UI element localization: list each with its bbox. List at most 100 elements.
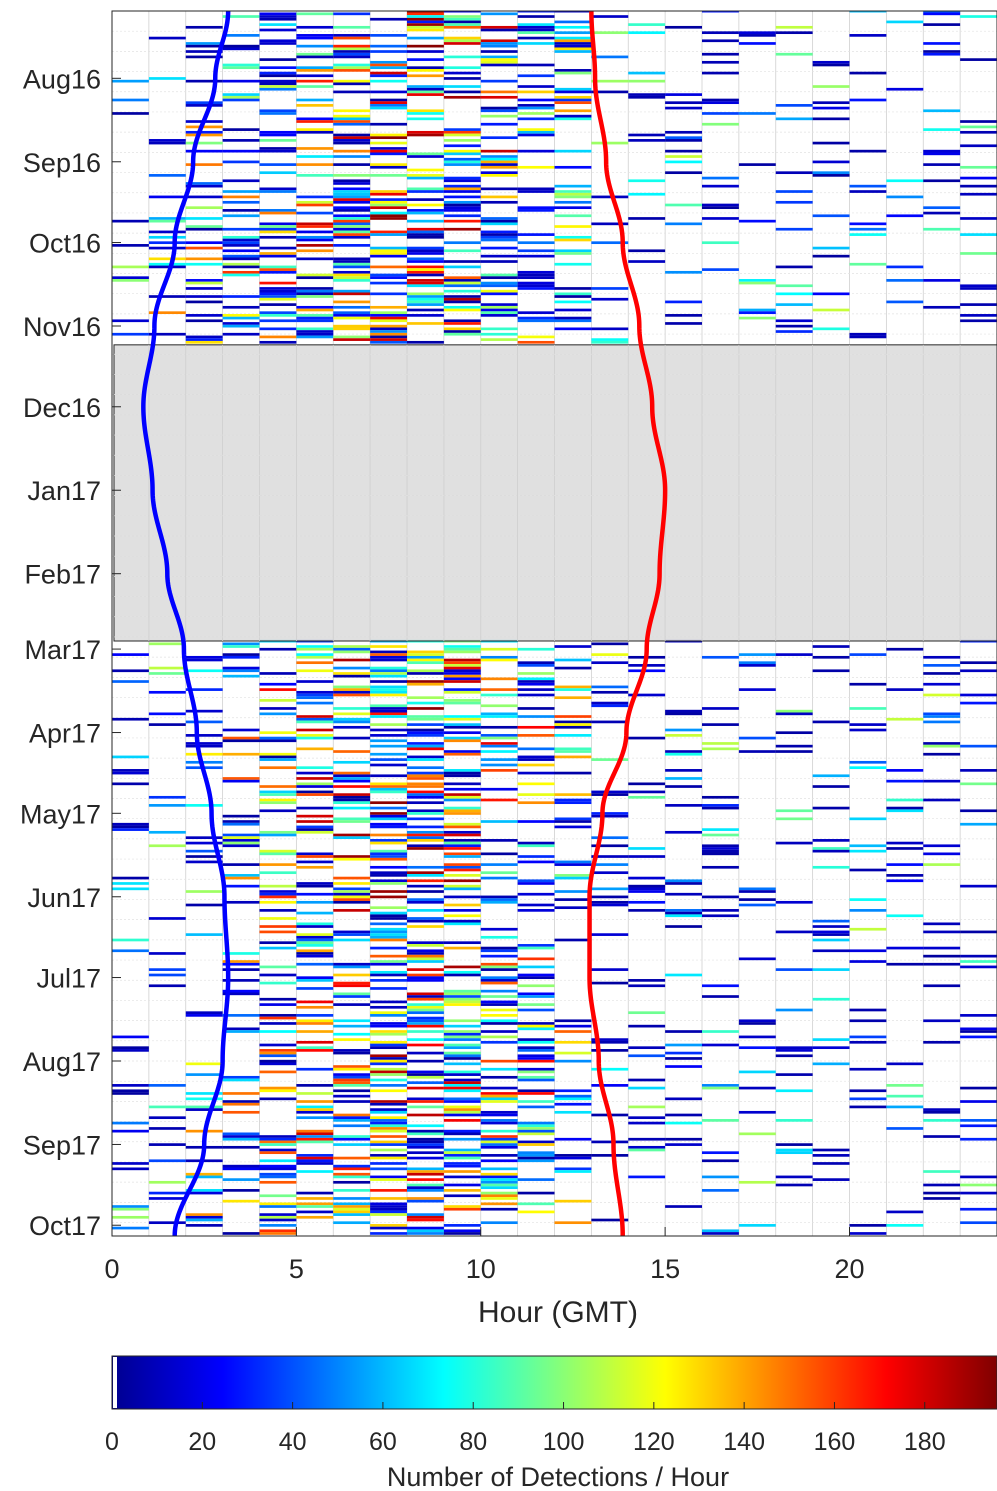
detection-cell bbox=[628, 1116, 666, 1120]
detection-cell bbox=[333, 973, 371, 977]
detection-cell bbox=[738, 957, 776, 961]
detection-cell bbox=[480, 28, 518, 32]
detection-cell bbox=[370, 79, 408, 83]
detection-cell bbox=[370, 734, 408, 737]
detection-cell bbox=[112, 1121, 149, 1125]
detection-cell bbox=[259, 965, 297, 969]
detection-cell bbox=[407, 25, 444, 29]
detection-cell bbox=[517, 1049, 555, 1052]
detection-cell bbox=[517, 715, 555, 718]
detection-cell bbox=[222, 98, 260, 102]
detection-cell bbox=[222, 1110, 260, 1114]
detection-cell bbox=[296, 314, 334, 317]
detection-cell bbox=[222, 1164, 260, 1168]
detection-cell bbox=[702, 852, 739, 856]
detection-cell bbox=[333, 1210, 371, 1214]
detection-cell bbox=[222, 79, 260, 83]
detection-cell bbox=[517, 957, 555, 961]
detection-cell bbox=[923, 752, 961, 756]
detection-cell bbox=[296, 884, 334, 888]
detection-cell bbox=[702, 1084, 739, 1087]
detection-cell bbox=[407, 1183, 444, 1187]
detection-cell bbox=[407, 1105, 444, 1109]
detection-cell bbox=[517, 965, 555, 969]
detection-cell bbox=[923, 744, 961, 748]
detection-cell bbox=[517, 23, 555, 26]
detection-cell bbox=[222, 1078, 260, 1082]
detection-cell bbox=[480, 327, 518, 331]
detection-cell bbox=[443, 669, 481, 673]
detection-cell bbox=[259, 74, 297, 78]
detection-cell bbox=[443, 658, 481, 662]
detection-cell bbox=[222, 295, 260, 298]
detection-cell bbox=[148, 332, 186, 336]
detection-cell bbox=[443, 739, 481, 743]
detection-cell bbox=[960, 809, 997, 813]
detection-cell bbox=[628, 1011, 666, 1015]
detection-cell bbox=[370, 849, 408, 853]
detection-cell bbox=[296, 771, 334, 775]
detection-cell bbox=[407, 777, 444, 780]
detection-cell bbox=[370, 200, 408, 204]
detection-cell bbox=[333, 1003, 371, 1006]
detection-cell bbox=[222, 876, 260, 880]
detection-cell bbox=[591, 661, 629, 665]
detection-cell bbox=[407, 944, 444, 947]
detection-cell bbox=[333, 50, 371, 53]
detection-cell bbox=[443, 1183, 481, 1187]
detection-cell bbox=[480, 1113, 518, 1117]
detection-cell bbox=[370, 1224, 408, 1227]
detection-cell bbox=[812, 160, 850, 164]
detection-cell bbox=[665, 1057, 703, 1060]
detection-cell bbox=[370, 203, 408, 207]
detection-cell bbox=[222, 645, 260, 648]
detection-cell bbox=[333, 1024, 371, 1028]
detection-cell bbox=[443, 1108, 481, 1111]
detection-cell bbox=[370, 1178, 408, 1181]
detection-cell bbox=[148, 36, 186, 40]
detection-cell bbox=[333, 1075, 371, 1079]
detection-cell bbox=[296, 661, 334, 665]
detection-cell bbox=[370, 254, 408, 258]
detection-cell bbox=[407, 909, 444, 912]
detection-cell bbox=[775, 171, 813, 175]
detection-cell bbox=[407, 696, 444, 700]
detection-cell bbox=[370, 136, 408, 140]
detection-cell bbox=[370, 305, 408, 309]
detection-cell bbox=[591, 720, 629, 724]
detection-cell bbox=[222, 1167, 260, 1171]
detection-cell bbox=[370, 63, 408, 67]
detection-cell bbox=[112, 1092, 149, 1095]
detection-cell bbox=[370, 1156, 408, 1160]
detection-cell bbox=[591, 141, 629, 145]
detection-cell bbox=[923, 211, 961, 215]
detection-cell bbox=[148, 968, 186, 971]
detection-cell bbox=[222, 305, 260, 309]
detection-cell bbox=[480, 1008, 518, 1012]
detection-cell bbox=[517, 249, 555, 253]
detection-cell bbox=[591, 90, 629, 94]
detection-cell bbox=[407, 1024, 444, 1028]
detection-cell bbox=[407, 774, 444, 778]
detection-cell bbox=[370, 812, 408, 815]
detection-cell bbox=[222, 836, 260, 840]
detection-cell bbox=[665, 830, 703, 834]
detection-cell bbox=[296, 1162, 334, 1165]
detection-cell bbox=[407, 833, 444, 837]
detection-cell bbox=[480, 1194, 518, 1198]
detection-cell bbox=[923, 50, 961, 53]
colorbar-tick-label: 60 bbox=[369, 1428, 397, 1456]
y-tick-label: Oct16 bbox=[29, 229, 101, 259]
detection-cell bbox=[812, 85, 850, 88]
detection-cell bbox=[443, 163, 481, 166]
detection-cell bbox=[628, 1137, 666, 1141]
detection-cell bbox=[185, 1215, 223, 1219]
detection-cell bbox=[370, 693, 408, 697]
detection-cell bbox=[775, 653, 813, 656]
detection-cell bbox=[517, 1022, 555, 1025]
x-tick-label: 20 bbox=[834, 1254, 864, 1284]
detection-cell bbox=[702, 52, 739, 56]
detection-cell bbox=[554, 723, 592, 726]
detection-cell bbox=[443, 195, 481, 199]
detection-cell bbox=[333, 52, 371, 56]
